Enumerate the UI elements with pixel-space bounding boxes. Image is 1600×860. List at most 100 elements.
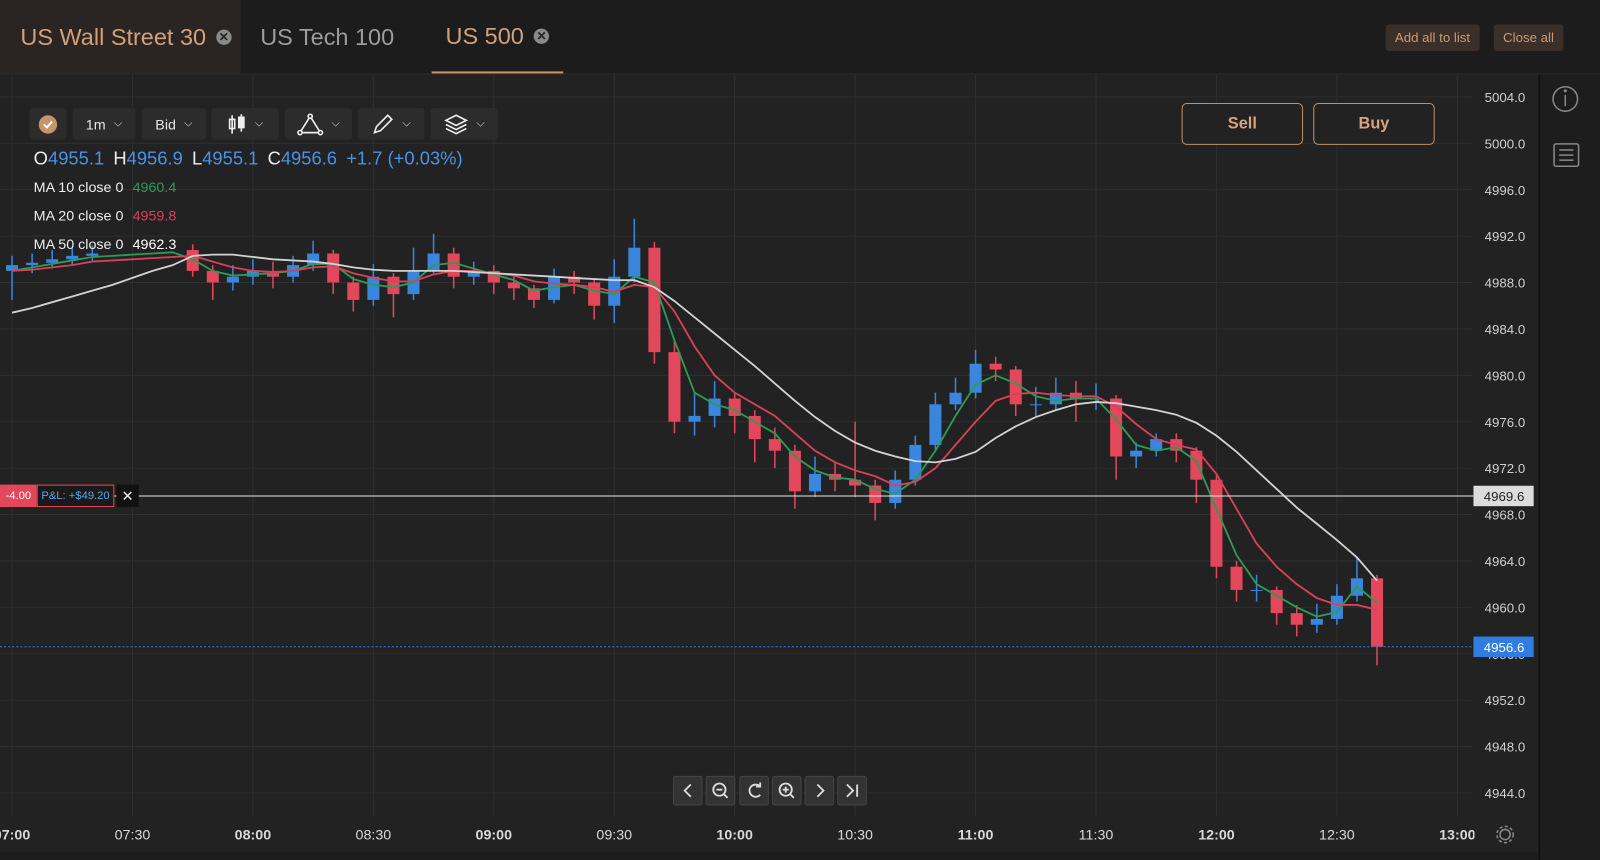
x-tick-label: 08:00: [235, 828, 272, 844]
x-tick-label: 13:00: [1439, 828, 1476, 844]
candle-body: [447, 253, 460, 277]
y-tick-label: 4972.0: [1485, 461, 1526, 476]
sidebar: [1540, 74, 1600, 860]
candle-body: [1310, 618, 1323, 625]
candle-body: [1130, 450, 1143, 457]
toggle[interactable]: [29, 108, 67, 140]
ohlc-change: +1.7 (+0.03%): [346, 147, 463, 169]
candle-body: [949, 392, 962, 405]
candle-body: [688, 415, 701, 422]
pen-icon: [373, 113, 394, 134]
candle-body: [568, 276, 581, 283]
close-tab[interactable]: ✕: [216, 29, 232, 45]
plot-background: [0, 74, 1539, 852]
candle-body: [86, 253, 99, 256]
zoom-in[interactable]: [771, 775, 802, 806]
check-icon: [38, 114, 58, 134]
reset[interactable]: [739, 775, 769, 806]
candle-body: [929, 404, 942, 445]
y-tick-label: 4964.0: [1485, 554, 1526, 569]
x-tick-label: 10:00: [716, 828, 753, 844]
legend-row: MA 20 close 0 4959.8: [34, 207, 177, 223]
indicator-select[interactable]: ⌵: [284, 108, 353, 140]
y-tick-label: 4984.0: [1485, 322, 1526, 337]
legend-value: 4960.4: [132, 178, 177, 195]
candle-body: [648, 247, 661, 353]
legend-value: 4962.3: [132, 235, 177, 252]
current-price-label: 4956.6: [1484, 640, 1525, 655]
layers-select[interactable]: ⌵: [430, 108, 498, 140]
close-tab[interactable]: ✕: [534, 28, 550, 44]
candle-body: [327, 253, 340, 283]
scroll-right[interactable]: [804, 775, 835, 806]
nav-icons: [683, 782, 859, 799]
y-tick-label: 4996.0: [1485, 183, 1526, 198]
add-all-button[interactable]: Add all to list: [1385, 24, 1480, 52]
ohlc-header: O 4955.1 H 4956.9 L 4955.1 C 4956.6 +1.7 (+0.03%…: [34, 148, 463, 169]
close-all-button[interactable]: Close all: [1493, 24, 1564, 52]
ma-line: [11, 251, 1378, 618]
position-quantity: -4.00: [0, 484, 37, 508]
candle-body: [186, 250, 199, 271]
y-tick-label: 4944.0: [1485, 786, 1526, 801]
y-tick-label: 4976.0: [1485, 415, 1526, 430]
news-icon[interactable]: [1553, 143, 1580, 168]
candle-body: [1150, 439, 1163, 451]
ma-line: [11, 254, 1378, 611]
triangle-icon: [296, 112, 324, 135]
candle-body: [1210, 479, 1223, 567]
x-tick-label: 11:00: [958, 828, 994, 844]
zoom-out[interactable]: [705, 775, 736, 806]
y-tick-label: 4980.0: [1485, 368, 1526, 383]
ohlc-value: 4956.6: [280, 147, 338, 169]
interval-select[interactable]: 1m ⌵: [72, 108, 136, 140]
candle-body: [367, 276, 380, 300]
price-select[interactable]: Bid ⌵: [141, 108, 207, 140]
settings-icon[interactable]: [1496, 825, 1515, 844]
x-tick-label: 08:30: [356, 828, 392, 844]
y-tick-label: 4948.0: [1485, 740, 1526, 755]
y-tick-label: 4968.0: [1485, 508, 1526, 523]
tab-label: US Tech 100: [260, 22, 395, 50]
candle-body: [527, 288, 540, 300]
x-tick-label: 11:30: [1079, 828, 1114, 844]
position-tag: -4.00 P&L: +$49.20 ✕: [0, 484, 139, 508]
candle-body: [467, 270, 480, 277]
ohlc-letter: H: [113, 147, 127, 169]
legend-row: MA 10 close 0 4960.4: [34, 179, 177, 195]
layers-icon: [443, 113, 468, 135]
position-price-box: [1473, 485, 1534, 507]
x-tick-label: 07:30: [115, 828, 151, 844]
sell-button[interactable]: Sell: [1181, 103, 1304, 145]
candle-body: [6, 265, 19, 271]
tab-label: US 500: [445, 21, 524, 49]
tab[interactable]: US Tech 100: [260, 0, 394, 73]
current-price-box: [1473, 636, 1534, 657]
candle-body: [628, 247, 641, 277]
ma-line: [11, 253, 1378, 582]
candle-body: [26, 262, 39, 266]
legend-name: MA 50 close 0: [33, 235, 124, 252]
candle-body: [206, 270, 219, 283]
info-icon[interactable]: [1552, 85, 1579, 112]
candle-body: [768, 439, 781, 451]
chart-type-select[interactable]: ⌵: [211, 108, 279, 140]
ohlc-value: 4955.1: [47, 147, 105, 169]
tab[interactable]: US 500 ✕: [431, 0, 564, 74]
y-tick-label: 5004.0: [1485, 90, 1526, 105]
candle-body: [849, 479, 862, 486]
y-tick-label: 4988.0: [1485, 276, 1526, 291]
candle-body: [1230, 566, 1243, 590]
scroll-left[interactable]: [672, 775, 703, 806]
draw-select[interactable]: ⌵: [358, 108, 425, 140]
ohlc-value: 4955.1: [202, 147, 259, 169]
tab-label: US Wall Street 30: [20, 22, 207, 50]
tab[interactable]: US Wall Street 30 ✕: [0, 0, 241, 74]
candle-body: [1371, 578, 1384, 647]
close-position[interactable]: ✕: [116, 484, 139, 508]
x-tick-label: 09:30: [596, 828, 632, 844]
buy-button[interactable]: Buy: [1313, 103, 1435, 145]
ohlc-letter: C: [267, 147, 281, 169]
candle-body: [1110, 398, 1123, 457]
